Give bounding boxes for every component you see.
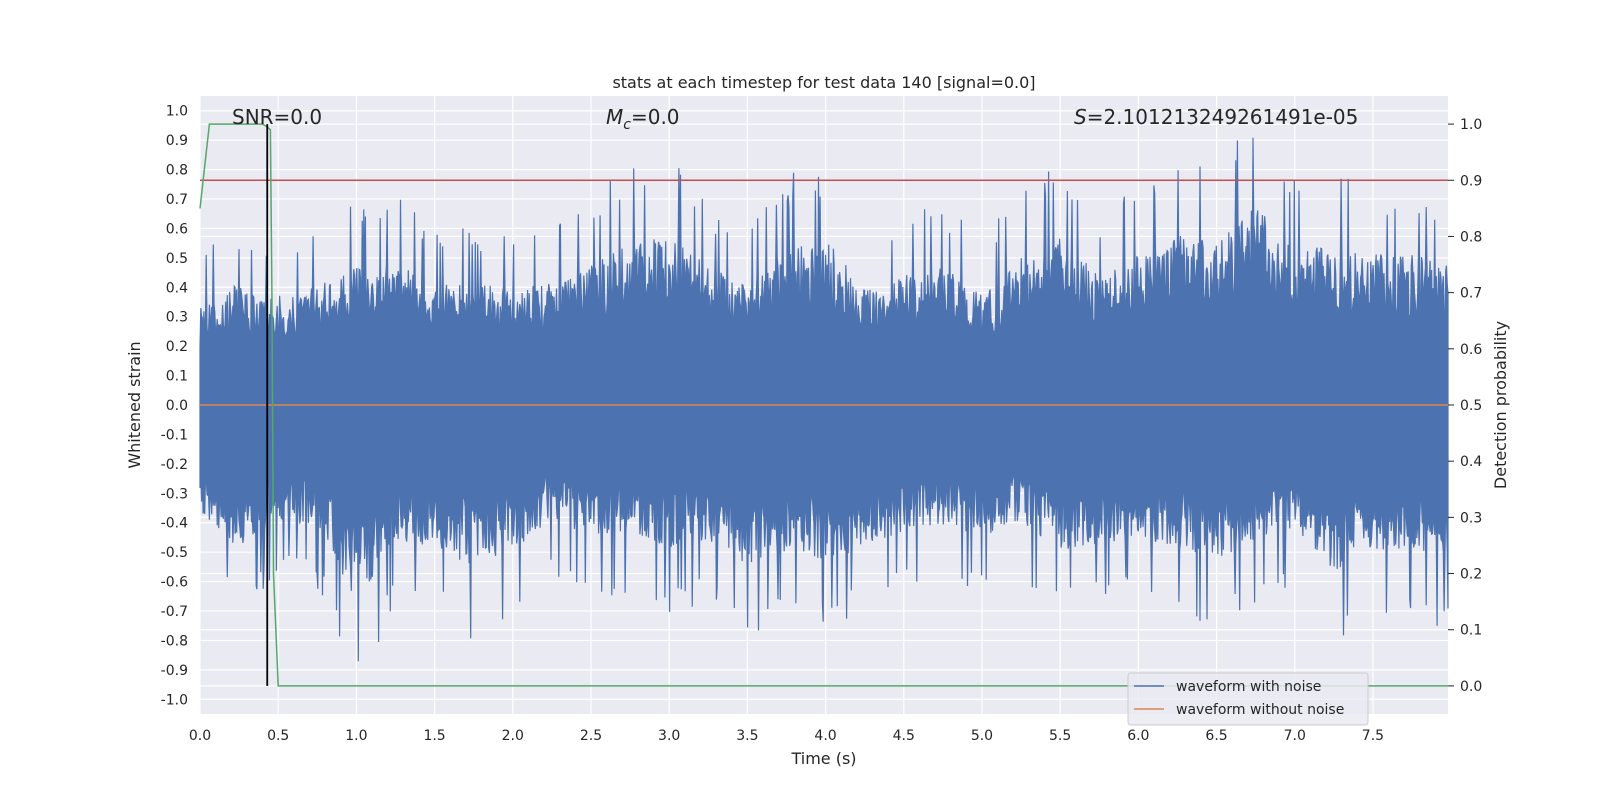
y2-tick-label: 1.0 [1460, 117, 1482, 133]
x-tick-label: 3.0 [658, 728, 680, 744]
y-tick-label: -0.9 [161, 663, 188, 679]
legend-label-noise: waveform with noise [1176, 679, 1321, 695]
y-tick-label: 0.2 [166, 339, 188, 355]
s-statistic-annotation: S=2.101213249261491e-05 [1074, 105, 1358, 129]
x-tick-label: 5.0 [971, 728, 993, 744]
y-tick-label: 0.9 [166, 133, 188, 149]
y2-tick-label: 0.2 [1460, 567, 1482, 583]
x-tick-label: 6.5 [1205, 728, 1227, 744]
y-tick-label: 0.1 [166, 369, 188, 385]
legend: waveform with noise waveform without noi… [1127, 672, 1369, 726]
y-tick-label: 0.5 [166, 251, 188, 267]
y-tick-label: -0.4 [161, 516, 188, 532]
y-tick-label: -0.6 [161, 575, 188, 591]
data-layer [199, 123, 1449, 687]
y2-tick-label: 0.9 [1460, 173, 1482, 189]
legend-box [1127, 672, 1369, 726]
y-tick-label: 0.3 [166, 310, 188, 326]
x-tick-label: 4.0 [814, 728, 836, 744]
series-detection-probability [199, 123, 1448, 687]
y-tick-label: 0.4 [166, 280, 188, 296]
y-tick-label: -0.2 [161, 457, 188, 473]
y2-tick-label: 0.3 [1460, 510, 1482, 526]
y-tick-label: -1.0 [161, 692, 188, 708]
y2-tick-label: 0.1 [1460, 623, 1482, 639]
y-tick-label: -0.3 [161, 486, 188, 502]
x-tick-label: 7.0 [1284, 728, 1306, 744]
snr-annotation: SNR=0.0 [232, 105, 322, 129]
series-waveform-with-noise [199, 137, 1449, 662]
x-tick-label: 2.0 [502, 728, 524, 744]
y2-tick-label: 0.8 [1460, 229, 1482, 245]
y-tick-label: -0.1 [161, 427, 188, 443]
x-tick-label: 2.5 [580, 728, 602, 744]
x-tick-label: 7.5 [1362, 728, 1384, 744]
chirp-mass-annotation: Mc=0.0 [606, 105, 680, 133]
x-tick-label: 0.0 [189, 728, 211, 744]
x-tick-label: 1.5 [423, 728, 445, 744]
x-tick-label: 6.0 [1127, 728, 1149, 744]
y-tick-label: -0.7 [161, 604, 188, 620]
y-tick-label: -0.5 [161, 545, 188, 561]
y2-axis-label: Detection probability [1491, 321, 1510, 489]
x-tick-label: 4.5 [893, 728, 915, 744]
y-tick-label: 0.8 [166, 163, 188, 179]
y-tick-label: -0.8 [161, 633, 188, 649]
y-tick-label: 0.7 [166, 192, 188, 208]
chart-title: stats at each timestep for test data 140… [612, 73, 1035, 92]
y2-tick-label: 0.5 [1460, 398, 1482, 414]
y2-tick-label: 0.0 [1460, 679, 1482, 695]
y-tick-label: 0.6 [166, 221, 188, 237]
y-tick-label: 1.0 [166, 104, 188, 120]
y2-tick-label: 0.6 [1460, 342, 1482, 358]
x-tick-label: 3.5 [736, 728, 758, 744]
y-tick-label: 0.0 [166, 398, 188, 414]
y2-tick-label: 0.7 [1460, 286, 1482, 302]
y-axis-label: Whitened strain [125, 341, 144, 468]
x-axis-label: Time (s) [790, 749, 856, 768]
legend-label-clean: waveform without noise [1176, 702, 1344, 718]
ticks: 0.0 0.5 1.0 1.5 2.0 2.5 3.0 3.5 4.0 4.5 5.0 5.5 6.0 6… [161, 104, 1483, 744]
x-tick-label: 1.0 [345, 728, 367, 744]
x-tick-label: 5.5 [1049, 728, 1071, 744]
y2-tick-label: 0.4 [1460, 454, 1482, 470]
x-tick-label: 0.5 [267, 728, 289, 744]
